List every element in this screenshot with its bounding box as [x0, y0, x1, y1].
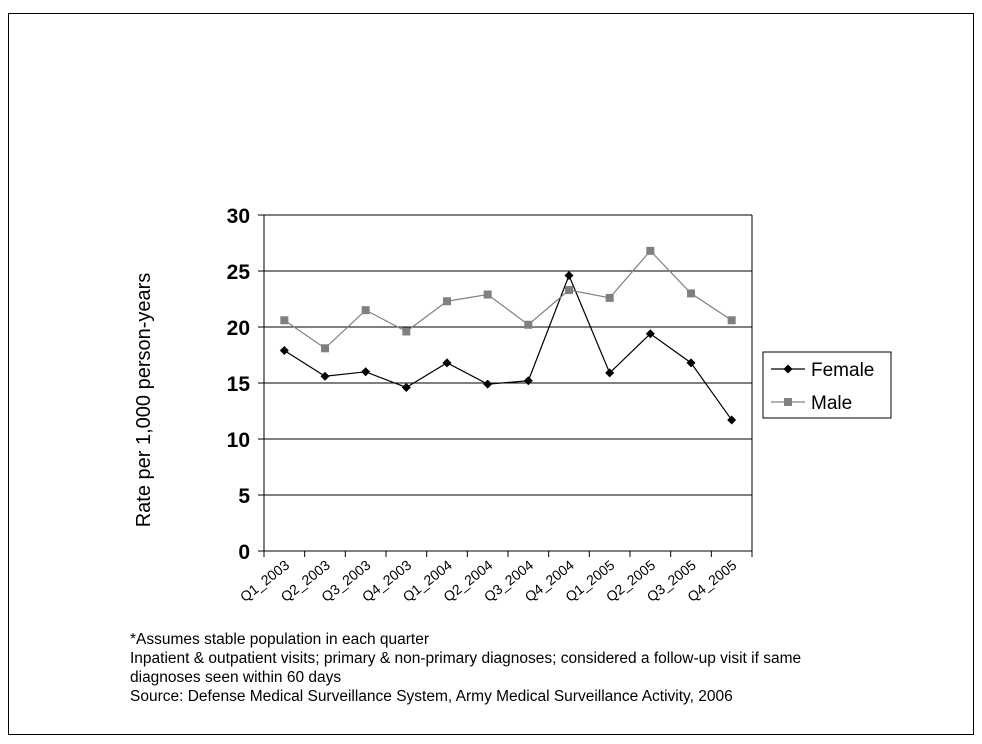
data-point — [727, 415, 737, 425]
data-point — [565, 286, 573, 295]
data-point — [483, 290, 492, 299]
data-point — [646, 246, 655, 255]
series-layer — [279, 246, 737, 425]
y-tick-label: 25 — [227, 261, 251, 284]
legend-item-male: Male — [771, 393, 852, 414]
data-point — [402, 327, 411, 336]
data-point — [605, 368, 615, 378]
chart-notes: *Assumes stable population in each quart… — [130, 630, 930, 706]
legend-marker — [783, 364, 793, 374]
data-point — [443, 297, 451, 306]
data-point — [401, 382, 411, 392]
data-point — [280, 316, 289, 325]
y-tick-label: 20 — [227, 317, 250, 340]
gridlines — [264, 214, 752, 496]
note-assumption: *Assumes stable population in each quart… — [130, 631, 429, 648]
legend-label: Female — [811, 360, 874, 381]
y-axis-label: Rate per 1,000 person-years — [133, 273, 155, 528]
data-point — [442, 358, 452, 368]
y-tick-label: 10 — [227, 429, 250, 452]
legend-item-female: Female — [771, 360, 874, 381]
data-point — [686, 358, 696, 368]
x-axis-ticks: Q1_2003Q2_2003Q3_2003Q4_2003Q1_2004Q2_20… — [237, 551, 753, 605]
y-tick-label: 30 — [227, 205, 250, 228]
data-point — [727, 316, 736, 325]
legend-label: Male — [811, 393, 852, 414]
series-female — [279, 270, 737, 425]
data-point — [321, 344, 329, 353]
data-point — [361, 306, 370, 315]
data-point — [564, 270, 574, 280]
y-tick-label: 15 — [227, 373, 251, 396]
legend-marker — [784, 398, 792, 406]
data-point — [645, 329, 655, 339]
note-source: Source: Defense Medical Surveillance Sys… — [130, 688, 733, 705]
chart-frame — [8, 13, 974, 735]
data-point — [361, 367, 371, 377]
data-point — [320, 371, 330, 381]
series-line — [283, 249, 732, 350]
data-point — [483, 379, 493, 389]
data-point — [523, 376, 533, 386]
series-line — [284, 273, 733, 421]
series-male — [280, 246, 736, 353]
note-visits-cont: diagnoses seen within 60 days — [130, 669, 342, 686]
legend-box — [762, 351, 892, 419]
data-point — [279, 346, 289, 356]
y-tick-label: 5 — [238, 485, 250, 508]
data-point — [524, 320, 533, 329]
note-visits: Inpatient & outpatient visits; primary &… — [130, 650, 802, 667]
data-point — [687, 289, 695, 298]
y-tick-label: 0 — [238, 541, 250, 564]
y-axis-ticks: 0 5 10 15 20 25 30 — [227, 205, 264, 564]
data-point — [605, 293, 614, 302]
legend: Female Male — [762, 351, 892, 419]
